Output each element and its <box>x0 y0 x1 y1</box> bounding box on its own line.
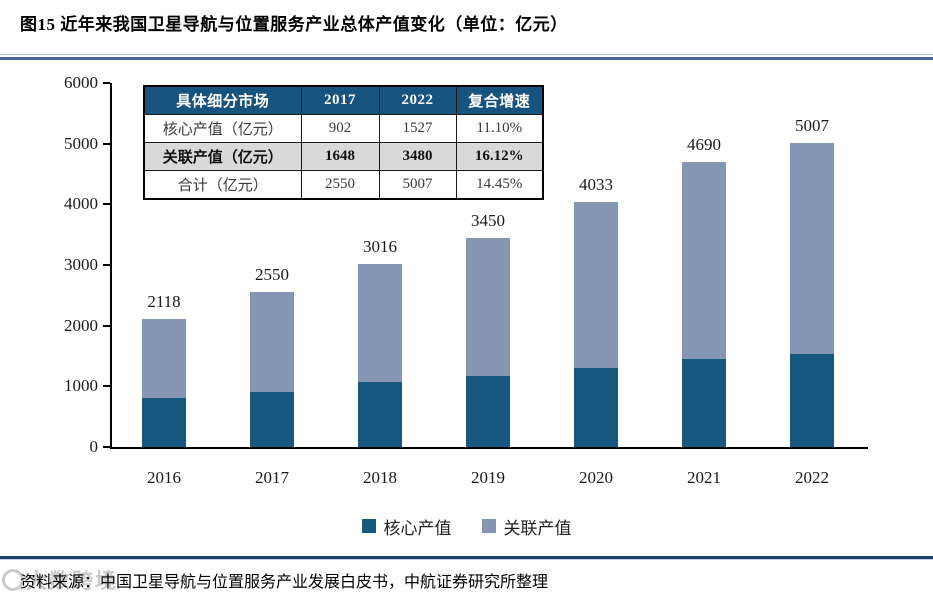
bar-associated-segment <box>250 292 294 393</box>
stacked-bar-chart: 0 1000 2000 3000 4000 5000 6000 2016 2017 2018 20… <box>0 60 933 560</box>
summary-table-cell: 合计（亿元） <box>143 170 302 200</box>
summary-table-row: 核心产值（亿元） 902 1527 11.10% <box>143 114 544 143</box>
legend-item: 核心产值 <box>361 514 452 539</box>
plot-area <box>110 83 868 449</box>
bar-core-segment <box>466 376 510 447</box>
bar-core-segment <box>358 382 402 447</box>
bar-total-label: 3016 <box>363 237 397 257</box>
summary-table-cell: 1527 <box>378 114 457 143</box>
x-axis-category-label: 2016 <box>147 468 181 487</box>
figure-title: 图15 近年来我国卫星导航与位置服务产业总体产值变化（单位：亿元） <box>20 15 568 34</box>
y-axis-tick-label: 0 <box>89 437 99 456</box>
summary-table-header-cell: 2017 <box>300 85 380 115</box>
y-axis-tick-label: 3000 <box>64 255 98 274</box>
legend-label: 核心产值 <box>383 518 452 538</box>
bar-total-label: 3450 <box>471 210 505 230</box>
y-axis-tick-mark <box>103 324 110 327</box>
x-axis-category-label: 2021 <box>687 468 721 487</box>
bar-associated-segment <box>466 237 510 377</box>
bar-associated-segment <box>790 143 834 355</box>
y-axis-tick-mark <box>103 264 110 266</box>
bar-core-segment <box>142 397 186 447</box>
y-axis-tick-label: 2000 <box>64 315 98 335</box>
bar-total-label: 2118 <box>147 291 181 311</box>
bar-associated-segment <box>358 264 402 383</box>
summary-table-header-cell: 2022 <box>378 85 457 115</box>
legend-label: 关联产值 <box>503 518 572 538</box>
summary-table-row: 关联产值（亿元） 1648 3480 16.12% <box>143 142 544 171</box>
bar-total-label: 4690 <box>687 135 721 155</box>
y-axis-tick-mark <box>103 142 110 145</box>
source-note: 资料来源：中国卫星导航与位置服务产业发展白皮书，中航证券研究所整理 <box>20 574 549 591</box>
bar-core-segment <box>682 358 726 447</box>
title-separator-thick-line <box>0 57 933 60</box>
bar-total-label: 4033 <box>579 175 613 195</box>
legend-swatch-icon <box>481 519 496 533</box>
summary-table-header-cell: 具体细分市场 <box>143 85 302 115</box>
summary-table-cell: 关联产值（亿元） <box>143 142 302 171</box>
y-axis-tick-label: 4000 <box>64 194 98 214</box>
summary-table-row: 合计（亿元） 2550 5007 14.45% <box>143 170 544 200</box>
summary-table-cell: 5007 <box>378 170 457 200</box>
summary-table-cell: 11.10% <box>455 114 544 143</box>
footer-separator <box>0 556 933 560</box>
summary-table-cell: 1648 <box>300 142 380 171</box>
y-axis-tick-mark <box>103 446 110 448</box>
y-axis-tick-label: 6000 <box>64 73 98 92</box>
summary-table-cell: 16.12% <box>455 142 544 171</box>
bar-total-label: 2550 <box>255 265 289 285</box>
title-separator-thin-line <box>0 54 933 55</box>
summary-table-cell: 2550 <box>300 170 380 200</box>
bar-associated-segment <box>574 202 618 369</box>
x-axis-category-label: 2017 <box>255 468 289 487</box>
y-axis-tick-mark <box>103 82 110 84</box>
bar-total-label: 5007 <box>795 116 829 136</box>
y-axis-tick-mark <box>103 385 110 388</box>
legend-swatch-icon <box>361 519 376 533</box>
y-axis-tick-label: 5000 <box>64 133 98 153</box>
y-axis-tick-mark <box>103 203 110 206</box>
summary-table-cell: 14.45% <box>455 170 544 200</box>
bar-associated-segment <box>682 162 726 359</box>
legend-item: 关联产值 <box>481 514 572 539</box>
bar-core-segment <box>790 354 834 447</box>
summary-table-header: 具体细分市场 2017 2022 复合增速 <box>143 85 544 115</box>
y-axis-tick-label: 1000 <box>64 376 98 396</box>
x-axis-category-label: 2019 <box>471 468 505 487</box>
x-axis-category-label: 2018 <box>363 468 397 487</box>
footer-separator-thick-line <box>0 556 933 559</box>
chart-legend: 核心产值 关联产值 <box>0 514 933 539</box>
bar-associated-segment <box>142 318 186 398</box>
title-separator <box>0 54 933 60</box>
summary-table-cell: 902 <box>300 114 380 143</box>
summary-table-body: 核心产值（亿元） 902 1527 11.10% 关联产值（亿元） 1648 3480 16.… <box>143 114 544 200</box>
summary-table: 具体细分市场 2017 2022 复合增速 核心产值（亿元） 902 1527 11.10%… <box>143 85 544 200</box>
summary-table-cell: 3480 <box>378 142 457 171</box>
summary-table-cell: 核心产值（亿元） <box>143 114 302 143</box>
bar-core-segment <box>250 392 294 447</box>
summary-table-header-cell: 复合增速 <box>455 85 544 115</box>
bar-core-segment <box>574 368 618 447</box>
x-axis-category-label: 2020 <box>579 468 613 487</box>
footer-separator-thin-line <box>0 559 933 560</box>
x-axis-category-label: 2022 <box>795 468 829 487</box>
